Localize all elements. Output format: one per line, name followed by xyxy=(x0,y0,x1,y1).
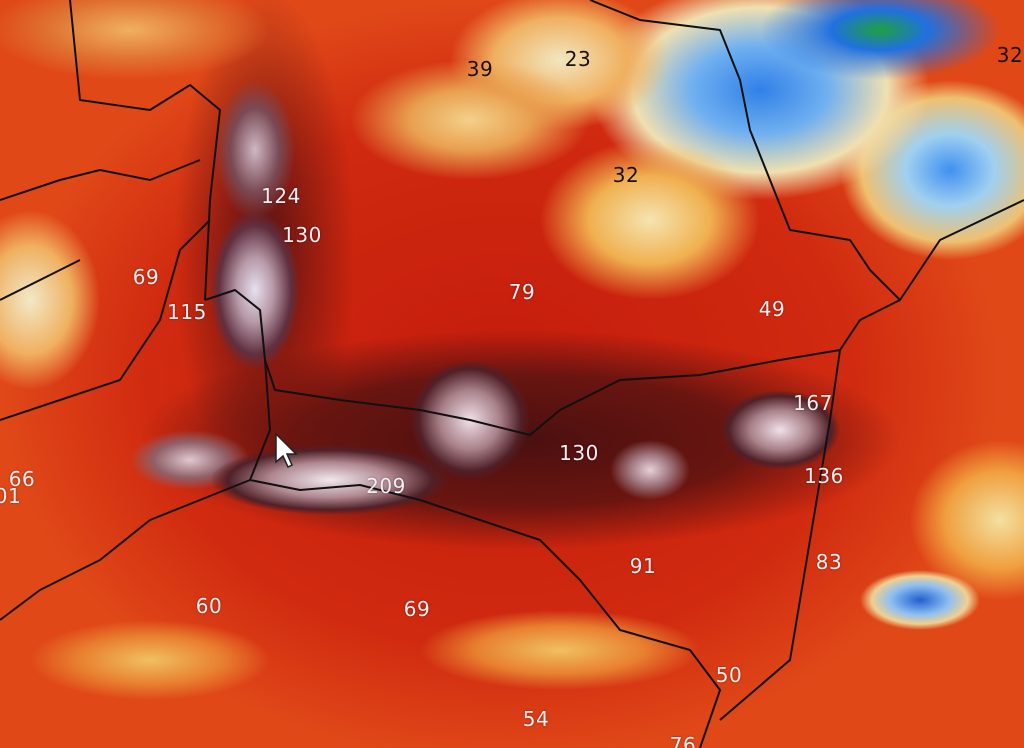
rainfall-value-label: 69 xyxy=(132,265,160,289)
rainfall-value-label: 49 xyxy=(758,297,786,321)
rainfall-value-label: 32 xyxy=(996,43,1024,67)
rainfall-value-label: 91 xyxy=(629,554,657,578)
mouse-cursor-icon xyxy=(275,432,298,469)
rainfall-value-label: 130 xyxy=(559,441,599,465)
border-line xyxy=(0,359,271,621)
rainfall-value-label: 66 xyxy=(8,467,36,491)
rainfall-value-label: 115 xyxy=(167,300,207,324)
rainfall-value-label: 167 xyxy=(793,391,833,415)
border-line xyxy=(249,479,721,748)
rainfall-value-label: 39 xyxy=(466,57,494,81)
border-line xyxy=(719,349,841,721)
rainfall-value-label: 32 xyxy=(612,163,640,187)
rainfall-value-label: 69 xyxy=(403,597,431,621)
border-line xyxy=(589,0,901,301)
rainfall-value-label: 54 xyxy=(522,707,550,731)
rainfall-value-label: 83 xyxy=(815,550,843,574)
border-line xyxy=(204,199,1024,436)
border-line xyxy=(69,0,221,301)
rainfall-value-label: 50 xyxy=(715,663,743,687)
rainfall-value-label: 01 xyxy=(0,484,22,508)
rainfall-value-label: 124 xyxy=(261,184,301,208)
border-line xyxy=(0,259,81,301)
rainfall-value-label: 76 xyxy=(669,733,697,748)
rainfall-value-label: 79 xyxy=(508,280,536,304)
rainfall-value-label: 60 xyxy=(195,594,223,618)
border-line xyxy=(0,159,201,201)
rainfall-value-label: 23 xyxy=(564,47,592,71)
border-line xyxy=(0,219,211,421)
rainfall-value-label: 130 xyxy=(282,223,322,247)
rainfall-value-label: 136 xyxy=(804,464,844,488)
rainfall-value-label: 209 xyxy=(366,474,406,498)
